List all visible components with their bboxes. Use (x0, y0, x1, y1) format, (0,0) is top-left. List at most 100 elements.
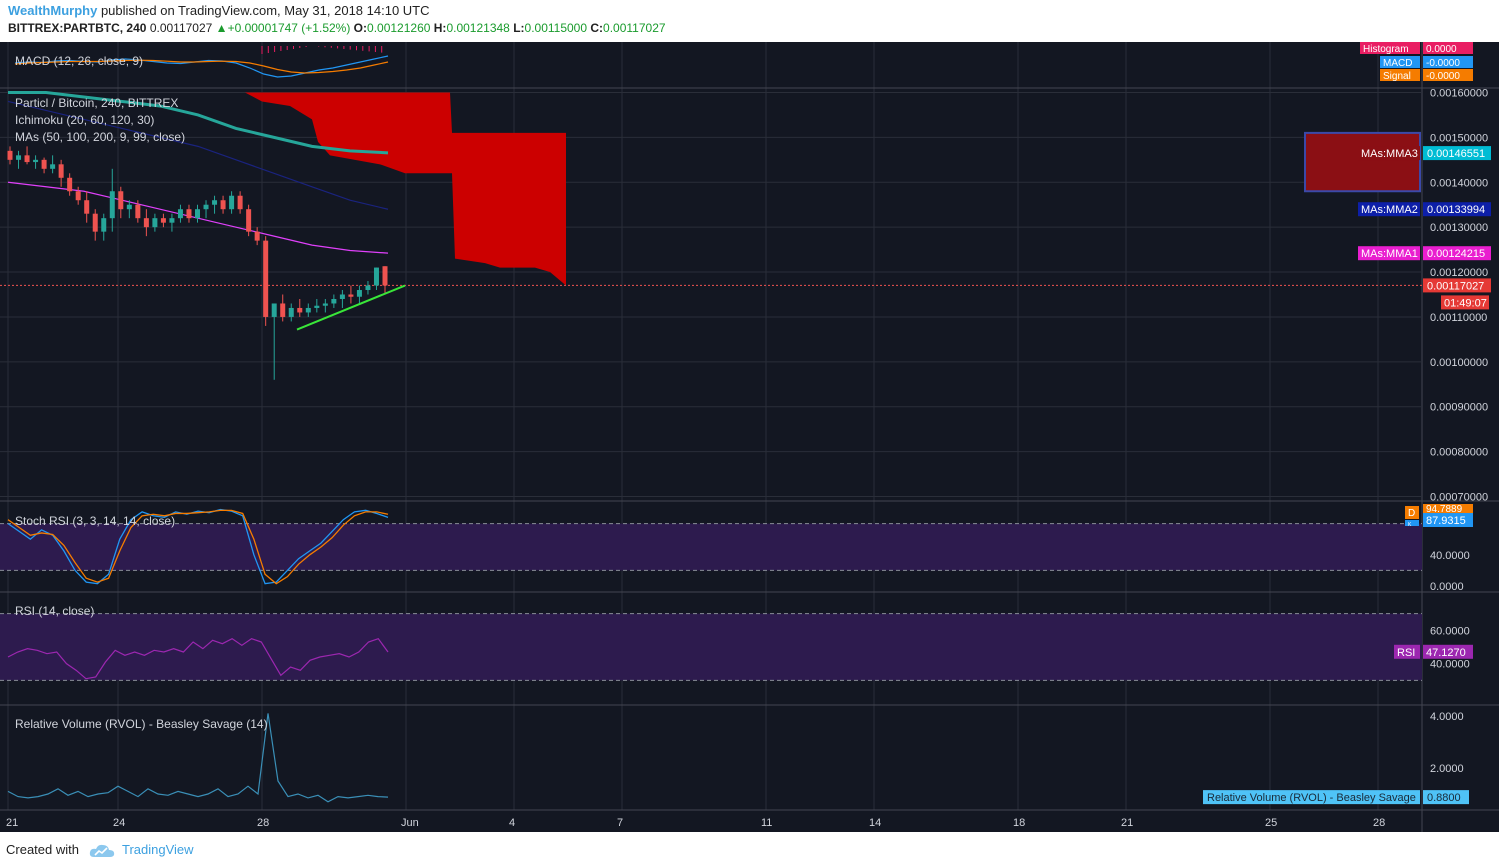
candle-body (237, 195, 243, 210)
candle-body (331, 298, 337, 304)
candle-body (160, 218, 166, 223)
chart-area[interactable]: 21 24 28 Jun 4 7 11 14 18 21 25 28 0.00160000 0.00150… (0, 42, 1499, 832)
rvol-badge-value-bg (1423, 790, 1469, 805)
low-label: L: (513, 21, 525, 35)
macd-series-signal (14, 59, 389, 74)
ichimoku-cloud (245, 92, 566, 286)
x-tick-label: 28 (1373, 817, 1385, 829)
macd-badge-label: MACD (1383, 58, 1412, 69)
x-tick-label: 25 (1265, 817, 1277, 829)
candle-body (297, 307, 303, 313)
candle-body (92, 213, 98, 232)
x-tick-label: 24 (113, 817, 125, 829)
rsi-tick: 40.0000 (1430, 659, 1470, 671)
x-tick-label: Jun (401, 817, 419, 829)
candle-body (186, 209, 192, 219)
candle-body (212, 200, 218, 205)
rsi-band (0, 613, 1422, 681)
candle-body (339, 294, 345, 299)
created-with-text: Created with (6, 842, 79, 857)
rvol-badge-label-bg (1203, 790, 1420, 805)
stoch-d-label-bg (1405, 506, 1419, 519)
ma-line-3 (8, 90, 389, 155)
rsi-tick: 60.0000 (1430, 625, 1470, 637)
stoch-band (0, 523, 1422, 571)
candle-body (169, 218, 175, 223)
stoch-tick: 40.0000 (1430, 550, 1470, 562)
rvol-title: Relative Volume (RVOL) - Beasley Savage … (15, 717, 268, 731)
tradingview-cloud-icon (89, 844, 114, 857)
candle-body (67, 177, 73, 192)
candle-body (126, 204, 132, 210)
rvol-badge-label: Relative Volume (RVOL) - Beasley Savage (1207, 792, 1416, 804)
macd-badge-value-bg (1423, 56, 1473, 68)
symbol-header: BITTREX:PARTBTC, 240 0.00117027 ▲+0.0000… (8, 21, 666, 35)
macd-badge-label-bg (1380, 69, 1420, 81)
mma1-badge-value-bg (1423, 246, 1491, 261)
candle-body (356, 290, 362, 297)
macd-title: MACD (12, 26, close, 9) (15, 54, 143, 68)
y-tick-label: 0.00130000 (1430, 222, 1488, 234)
ichimoku-label: Ichimoku (20, 60, 120, 30) (15, 113, 154, 127)
macd-badge-value: -0.0000 (1426, 58, 1460, 69)
rsi-badge-label: RSI (1397, 647, 1415, 659)
up-arrow-icon: ▲ (215, 21, 228, 35)
stoch-series-d (7, 509, 389, 585)
footer: Created with TradingView (6, 842, 194, 858)
candle-body (75, 191, 81, 201)
y-tick-label: 0.00160000 (1430, 87, 1488, 99)
candle-body (314, 305, 320, 308)
x-tick-label: 7 (617, 817, 623, 829)
stoch-d-value-bg (1423, 504, 1473, 513)
rsi-series (7, 637, 389, 680)
last-value: 0.00117027 (149, 21, 213, 35)
y-tick-label: 0.00100000 (1430, 357, 1488, 369)
y-tick-label: 0.00080000 (1430, 447, 1488, 459)
mma1-badge-value: 0.00124215 (1427, 248, 1485, 260)
candle-body (152, 218, 158, 228)
candle-body (143, 218, 149, 228)
brand-link[interactable]: TradingView (122, 842, 194, 857)
mas-label: MAs (50, 100, 200, 9, 99, close) (15, 130, 185, 144)
stoch-series-k (7, 508, 389, 585)
candle-body (195, 209, 200, 219)
open-value: 0.00121260 (367, 21, 431, 35)
candle-body (24, 155, 30, 163)
x-tick-label: 11 (761, 817, 772, 829)
x-tick-label: 18 (1013, 817, 1025, 829)
macd-badge-label: Histogram (1363, 44, 1409, 55)
macd-badge-value-bg (1423, 69, 1473, 81)
mma1-badge-label: MAs:MMA1 (1361, 248, 1418, 260)
candle-body (246, 209, 252, 232)
candle-body (382, 266, 388, 286)
candle-body (322, 303, 328, 306)
mma2-badge-label-bg (1358, 202, 1420, 217)
candle-body (101, 218, 107, 232)
macd-badge-value: -0.0000 (1426, 71, 1460, 82)
candle-body (254, 231, 260, 241)
y-tick-label: 0.00070000 (1430, 492, 1488, 504)
macd-badge-label-bg (1360, 42, 1420, 54)
author-link[interactable]: WealthMurphy (8, 3, 98, 18)
change-value: +0.00001747 (+1.52%) (227, 21, 351, 35)
mma2-badge-value-bg (1423, 202, 1491, 217)
macd-badge-value: 0.0000 (1426, 44, 1457, 55)
high-label: H: (433, 21, 447, 35)
candle-body (135, 204, 141, 219)
rvol-badge-value: 0.8800 (1427, 792, 1461, 804)
countdown-label: 01:49:07 (1444, 297, 1487, 309)
candle-body (50, 164, 56, 169)
macd-badge-value-bg (1423, 42, 1473, 54)
y-tick-label: 0.00120000 (1430, 267, 1488, 279)
low-value: 0.00115000 (524, 21, 588, 35)
candle-body (118, 191, 124, 210)
candle-body (33, 159, 39, 163)
high-value: 0.00121348 (446, 21, 510, 35)
candle-body (7, 150, 13, 160)
rsi-badge-value: 47.1270 (1426, 647, 1466, 659)
candle-body (365, 285, 371, 291)
stoch-k-label: K (1408, 522, 1412, 528)
x-tick-label: 21 (1121, 817, 1133, 829)
macd-badge-label: Signal (1383, 71, 1411, 82)
candle-body (16, 155, 22, 160)
